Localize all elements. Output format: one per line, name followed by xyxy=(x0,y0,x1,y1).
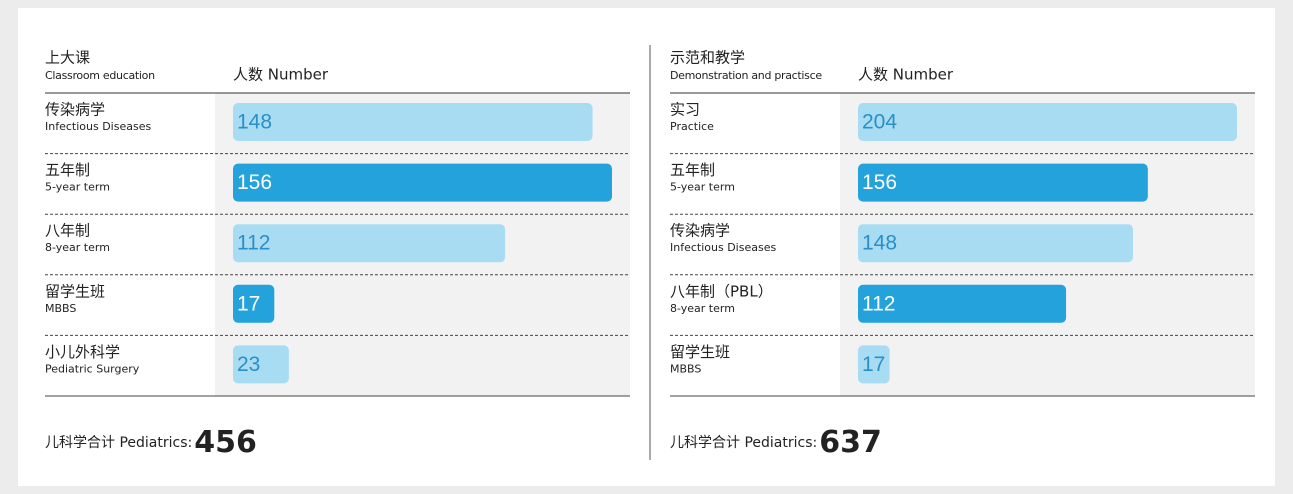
value-label: 23 xyxy=(237,353,260,376)
category-label: 五年制 xyxy=(45,161,90,179)
bar xyxy=(233,284,275,323)
bar xyxy=(233,224,506,263)
category-label: 留学生班 xyxy=(45,282,105,300)
category-label-en: MBBS xyxy=(45,302,76,315)
value-label: 148 xyxy=(862,232,897,255)
category-label-en: 8-year term xyxy=(670,302,735,315)
bar xyxy=(233,103,593,141)
total: 儿科学合计 Pediatrics:456 xyxy=(45,425,257,460)
table-subtitle: Classroom education xyxy=(45,69,155,82)
category-label: 小儿外科学 xyxy=(45,343,120,361)
bar xyxy=(233,345,289,384)
total-label: 儿科学合计 Pediatrics: xyxy=(45,435,192,451)
category-label-en: 5-year term xyxy=(45,181,110,194)
category-label: 留学生班 xyxy=(670,343,730,361)
value-label: 156 xyxy=(862,171,897,194)
category-label-en: Pediatric Surgery xyxy=(45,362,140,375)
category-label: 实习 xyxy=(670,101,700,119)
bar xyxy=(858,103,1237,141)
value-label: 156 xyxy=(237,171,272,194)
category-label-en: 5-year term xyxy=(670,181,735,194)
value-label: 204 xyxy=(862,111,897,134)
value-header: 人数 Number xyxy=(858,66,954,84)
value-header: 人数 Number xyxy=(233,66,329,84)
bar xyxy=(858,224,1133,263)
category-label: 传染病学 xyxy=(670,222,730,240)
category-label-en: MBBS xyxy=(670,362,701,375)
category-label: 八年制 xyxy=(45,222,90,240)
table-subtitle: Demonstration and practisce xyxy=(670,69,822,82)
category-label: 传染病学 xyxy=(45,101,105,119)
category-label: 八年制（PBL） xyxy=(670,282,773,300)
category-label-en: Infectious Diseases xyxy=(45,120,151,133)
total-value: 456 xyxy=(194,425,257,460)
bar xyxy=(858,345,890,384)
total-value: 637 xyxy=(819,425,882,460)
bar xyxy=(858,163,1148,202)
value-label: 17 xyxy=(862,353,885,376)
value-label: 112 xyxy=(862,292,895,315)
category-label: 五年制 xyxy=(670,161,715,179)
category-label-en: Infectious Diseases xyxy=(670,241,776,254)
value-label: 148 xyxy=(237,111,272,134)
total-label: 儿科学合计 Pediatrics: xyxy=(670,435,817,451)
value-label: 17 xyxy=(237,292,260,315)
table-title: 上大课 xyxy=(45,49,90,67)
category-label-en: 8-year term xyxy=(45,241,110,254)
table-title: 示范和教学 xyxy=(670,49,745,67)
bar xyxy=(858,284,1067,323)
bar xyxy=(233,163,612,202)
total: 儿科学合计 Pediatrics:637 xyxy=(670,425,882,460)
value-label: 112 xyxy=(237,232,270,255)
category-label-en: Practice xyxy=(670,120,714,133)
